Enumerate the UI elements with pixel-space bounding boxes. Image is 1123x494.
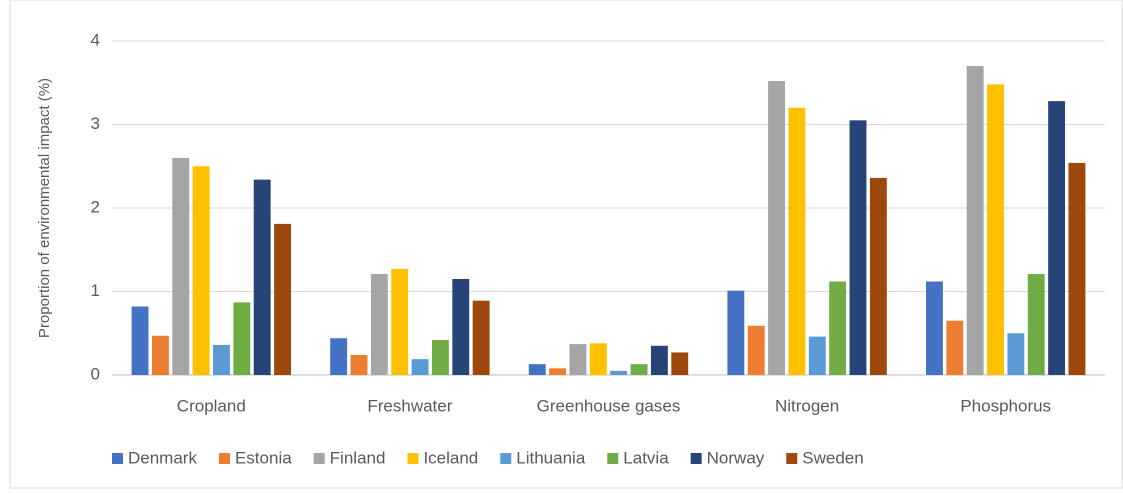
bar [987,84,1004,376]
bar [549,368,567,375]
bar [1027,273,1045,375]
bar [589,343,607,375]
bar [1007,333,1025,375]
bar [849,120,867,375]
legend-swatch [500,453,512,464]
legend-swatch [313,453,325,464]
x-tick-label: Cropland [177,396,246,415]
x-tick-label: Phosphorus [960,396,1051,415]
y-tick-label: 2 [91,197,100,216]
bar [926,281,943,375]
legend-swatch [218,453,230,464]
bar [966,66,984,376]
bar [808,336,826,375]
bar [411,359,429,375]
legend-swatch [690,453,702,464]
legend-label: Norway [707,448,765,467]
bar [472,300,490,375]
legend-label: Denmark [128,448,197,467]
bar [391,268,409,375]
legend-label: Estonia [235,448,292,467]
y-tick-label: 0 [91,364,100,383]
x-tick-label: Greenhouse gases [537,396,681,415]
y-axis-title: Proportion of environmental impact (%) [36,78,53,338]
bar [1068,162,1086,375]
bar [233,302,251,375]
bar [274,223,291,375]
legend-swatch [607,453,619,464]
bar [630,364,648,375]
bar [192,166,210,375]
y-tick-label: 1 [91,281,100,300]
bar [172,157,190,375]
legend-label: Iceland [423,448,478,467]
legend-swatch [407,453,419,464]
bar [727,290,745,375]
bar [350,354,368,375]
bar [431,339,449,375]
x-tick-label: Nitrogen [775,396,839,415]
legend-swatch [112,453,123,464]
legend-label: Finland [330,448,386,467]
legend-label: Lithuania [516,448,586,467]
bar [370,273,388,375]
legend-label: Sweden [802,448,863,467]
bar [569,344,587,375]
bar [829,281,847,375]
bar [213,344,230,375]
bar [671,352,689,375]
y-tick-label: 3 [91,114,100,133]
bar [151,335,169,375]
x-tick-label: Freshwater [367,396,452,415]
bar [788,107,806,376]
bar [131,306,149,375]
bar [747,325,765,375]
bar [1048,101,1066,376]
bar [946,320,964,375]
bar [330,338,348,375]
bar [650,345,668,375]
bar [528,364,546,375]
bar [869,177,887,375]
legend-label: Latvia [623,448,669,467]
legend-swatch [786,453,798,464]
bar [452,278,470,375]
y-tick-label: 4 [91,30,100,49]
bar [768,81,786,375]
bar [253,179,271,375]
bar [610,370,628,375]
